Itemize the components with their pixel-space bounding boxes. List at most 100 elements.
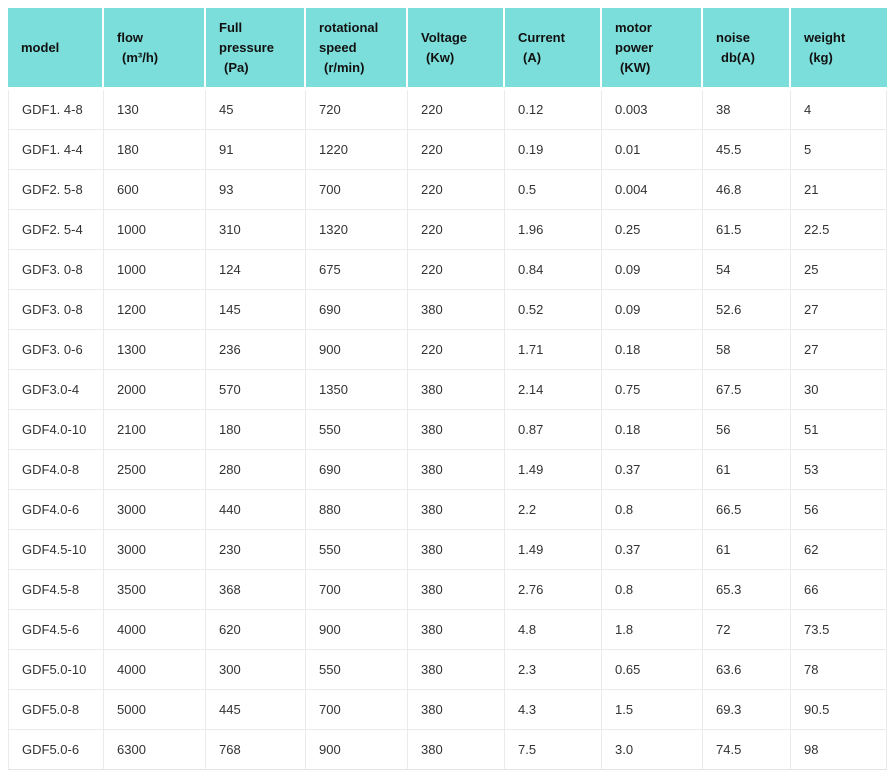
table-cell: 700 [306,570,408,610]
table-cell: 65.3 [703,570,791,610]
table-cell: 900 [306,330,408,370]
table-cell: 380 [408,450,505,490]
table-row: GDF5.0-6 6300 768 900 380 7.5 3.0 74.5 98 [8,730,887,770]
table-cell: 236 [206,330,306,370]
table-cell: 0.65 [602,650,703,690]
table-cell: 2.2 [505,490,602,530]
table-cell: 61 [703,530,791,570]
header-label: rotational speed [319,19,379,55]
table-cell: 73.5 [791,610,887,650]
table-cell: 220 [408,330,505,370]
table-cell: 124 [206,250,306,290]
table-cell: 1000 [104,250,206,290]
table-row: GDF3. 0-8 1200 145 690 380 0.52 0.09 52.6 27 [8,290,887,330]
header-label: model [21,39,60,55]
table-cell: 1000 [104,210,206,250]
header-cell-voltage: Voltage (Kw) [408,8,505,90]
header-label: Current [518,29,565,45]
table-cell: 1.49 [505,530,602,570]
table-row: GDF1. 4-8 130 45 720 220 0.12 0.003 38 4 [8,90,887,130]
header-unit: (m³/h) [122,49,159,65]
table-cell: 230 [206,530,306,570]
table-cell: 98 [791,730,887,770]
table-cell: 66 [791,570,887,610]
table-cell: 4.8 [505,610,602,650]
model-cell: GDF4.0-10 [8,410,104,450]
table-cell: 3000 [104,530,206,570]
header-row: model flow (m³/h) Full pressure (Pa) rotation… [8,8,887,90]
table-cell: 6300 [104,730,206,770]
table-cell: 220 [408,210,505,250]
table-cell: 90.5 [791,690,887,730]
table-cell: 220 [408,90,505,130]
table-cell: 30 [791,370,887,410]
model-cell: GDF3. 0-8 [8,290,104,330]
header-cell-motor-power: motor power (KW) [602,8,703,90]
table-cell: 700 [306,690,408,730]
model-cell: GDF3.0-4 [8,370,104,410]
table-cell: 1.5 [602,690,703,730]
model-cell: GDF4.0-8 [8,450,104,490]
table-row: GDF4.0-6 3000 440 880 380 2.2 0.8 66.5 56 [8,490,887,530]
model-cell: GDF1. 4-8 [8,90,104,130]
table-cell: 380 [408,490,505,530]
table-cell: 0.5 [505,170,602,210]
table-cell: 56 [791,490,887,530]
table-cell: 0.09 [602,250,703,290]
table-cell: 2000 [104,370,206,410]
table-cell: 2100 [104,410,206,450]
table-row: GDF3.0-4 2000 570 1350 380 2.14 0.75 67.5 30 [8,370,887,410]
table-cell: 220 [408,170,505,210]
table-cell: 0.37 [602,530,703,570]
table-cell: 1.8 [602,610,703,650]
table-row: GDF2. 5-8 600 93 700 220 0.5 0.004 46.8 21 [8,170,887,210]
header-unit: db(A) [721,49,755,65]
table-cell: 180 [206,410,306,450]
table-cell: 7.5 [505,730,602,770]
table-cell: 0.01 [602,130,703,170]
header-label: motor power [615,19,654,55]
header-label: Voltage [421,29,467,45]
table-cell: 550 [306,650,408,690]
model-cell: GDF3. 0-6 [8,330,104,370]
table-cell: 72 [703,610,791,650]
table-cell: 21 [791,170,887,210]
table-cell: 22.5 [791,210,887,250]
table-cell: 66.5 [703,490,791,530]
model-cell: GDF3. 0-8 [8,250,104,290]
header-cell-rotational-speed: rotational speed (r/min) [306,8,408,90]
model-cell: GDF4.5-8 [8,570,104,610]
table-cell: 4 [791,90,887,130]
table-row: GDF4.0-10 2100 180 550 380 0.87 0.18 56 51 [8,410,887,450]
table-body: GDF1. 4-8 130 45 720 220 0.12 0.003 38 4 GDF1. 4-… [8,90,887,770]
table-cell: 2500 [104,450,206,490]
table-cell: 310 [206,210,306,250]
table-cell: 550 [306,530,408,570]
table-cell: 0.84 [505,250,602,290]
header-cell-weight: weight (kg) [791,8,887,90]
table-cell: 380 [408,570,505,610]
table-cell: 0.75 [602,370,703,410]
header-cell-current: Current (A) [505,8,602,90]
header-cell-model: model [8,8,104,90]
model-cell: GDF4.0-6 [8,490,104,530]
table-row: GDF4.5-10 3000 230 550 380 1.49 0.37 61 62 [8,530,887,570]
table-cell: 78 [791,650,887,690]
table-cell: 4.3 [505,690,602,730]
table-cell: 61 [703,450,791,490]
table-cell: 52.6 [703,290,791,330]
table-cell: 380 [408,370,505,410]
table-cell: 690 [306,290,408,330]
table-cell: 700 [306,170,408,210]
header-unit: (r/min) [324,59,365,75]
model-cell: GDF1. 4-4 [8,130,104,170]
table-cell: 3500 [104,570,206,610]
table-cell: 0.52 [505,290,602,330]
header-label: weight [804,29,846,45]
table-cell: 0.25 [602,210,703,250]
table-header: model flow (m³/h) Full pressure (Pa) rotation… [8,8,887,90]
table-cell: 130 [104,90,206,130]
header-unit: (A) [523,49,542,65]
table-cell: 0.37 [602,450,703,490]
table-cell: 440 [206,490,306,530]
